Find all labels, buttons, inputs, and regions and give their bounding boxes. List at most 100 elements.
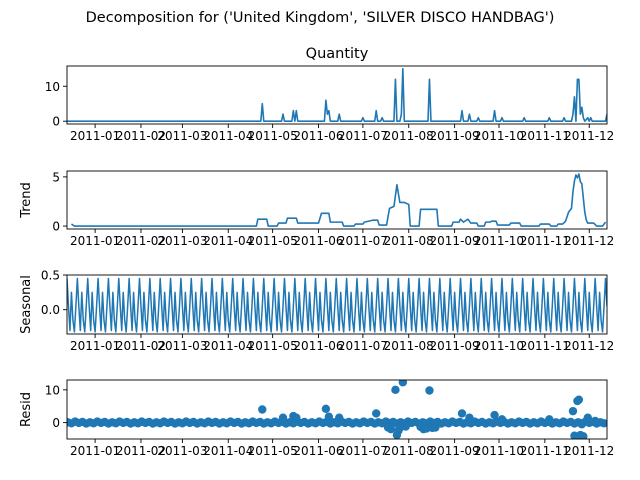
y-tick-label: 0 [52, 416, 60, 430]
x-tick-label: 2011-09 [430, 444, 480, 458]
x-tick-label: 2011-08 [384, 234, 434, 248]
x-tick-label: 2011-10 [474, 339, 524, 353]
x-tick-label: 2011-03 [157, 129, 207, 143]
panel-1: 0102011-012011-022011-032011-042011-0520… [45, 46, 615, 143]
x-tick-label: 2011-08 [384, 129, 434, 143]
resid-point [545, 415, 554, 424]
x-tick-label: 2011-10 [474, 129, 524, 143]
series-group [67, 277, 607, 333]
x-tick-label: 2011-07 [338, 339, 388, 353]
x-tick-label: 2011-07 [338, 444, 388, 458]
x-tick-label: 2011-05 [248, 339, 298, 353]
axes-frame [66, 170, 608, 230]
seasonal-line [67, 277, 607, 333]
x-tick-label: 2011-07 [338, 234, 388, 248]
resid-point [457, 409, 467, 418]
x-tick-label: 2011-09 [430, 129, 480, 143]
x-tick-label: 2011-04 [203, 129, 253, 143]
x-tick-label: 2011-02 [116, 129, 166, 143]
x-tick-label: 2011-11 [520, 339, 570, 353]
x-tick-label: 2011-04 [203, 444, 253, 458]
panel-4: 0102011-012011-022011-032011-042011-0520… [19, 379, 614, 458]
x-tick-label: 2011-04 [203, 339, 253, 353]
x-tick-label: 2011-02 [116, 444, 166, 458]
x-tick-label: 2011-01 [70, 129, 120, 143]
x-tick-label: 2011-10 [474, 444, 524, 458]
x-tick-label: 2011-03 [157, 339, 207, 353]
x-tick-label: 2011-11 [520, 444, 570, 458]
y-tick-label: 0.0 [41, 303, 60, 317]
x-tick-label: 2011-11 [520, 129, 570, 143]
resid-point [590, 416, 600, 426]
x-tick-label: 2011-12 [564, 339, 614, 353]
panel-2: 052011-012011-022011-032011-042011-05201… [19, 170, 614, 248]
x-tick-label: 2011-11 [520, 234, 570, 248]
resid-point [579, 432, 588, 439]
resid-point [577, 420, 587, 429]
x-tick-label: 2011-07 [338, 129, 388, 143]
x-tick-label: 2011-01 [70, 444, 120, 458]
y-tick-label: 0.5 [41, 269, 60, 283]
resid-point [372, 409, 381, 418]
resid-point [324, 412, 334, 421]
y-tick-label: 0 [52, 115, 60, 129]
y-tick-label: 5 [52, 170, 60, 184]
x-tick-label: 2011-10 [474, 234, 524, 248]
resid-point [574, 395, 584, 404]
resid-point [292, 413, 301, 422]
resid-point [398, 380, 408, 387]
x-tick-label: 2011-05 [248, 444, 298, 458]
x-tick-label: 2011-08 [384, 339, 434, 353]
resid-point [386, 424, 396, 434]
series-group [67, 380, 607, 439]
resid-point [335, 413, 344, 422]
x-tick-label: 2011-12 [564, 444, 614, 458]
x-tick-label: 2011-09 [430, 339, 480, 353]
x-tick-label: 2011-02 [116, 339, 166, 353]
resid-point [321, 404, 331, 414]
x-tick-label: 2011-01 [70, 234, 120, 248]
y-axis-label: Seasonal [19, 275, 34, 334]
x-tick-label: 2011-06 [293, 339, 343, 353]
resid-point [401, 422, 410, 431]
x-tick-label: 2011-04 [203, 234, 253, 248]
resid-point [391, 385, 400, 395]
x-tick-label: 2011-03 [157, 234, 207, 248]
series-group [67, 68, 607, 122]
y-tick-label: 10 [45, 80, 60, 94]
axes-frame [66, 65, 608, 125]
resid-point [431, 423, 440, 432]
resid-point [278, 413, 288, 422]
resid-point [465, 413, 474, 422]
resid-point [425, 386, 434, 395]
x-tick-label: 2011-01 [70, 339, 120, 353]
x-tick-label: 2011-06 [293, 444, 343, 458]
resid-point [599, 419, 607, 428]
panel-title: Quantity [306, 46, 369, 62]
x-tick-label: 2011-12 [564, 234, 614, 248]
resid-point [497, 415, 507, 424]
x-tick-label: 2011-06 [293, 129, 343, 143]
axes-frame [66, 379, 608, 440]
x-tick-label: 2011-05 [248, 234, 298, 248]
resid-point [490, 410, 499, 420]
x-tick-label: 2011-06 [293, 234, 343, 248]
resid-point [568, 406, 578, 416]
series-group [70, 173, 607, 227]
x-tick-label: 2011-05 [248, 129, 298, 143]
x-tick-label: 2011-09 [430, 234, 480, 248]
series-line [67, 68, 607, 122]
y-axis-label: Resid [19, 392, 34, 427]
panel-3: 0.00.52011-012011-022011-032011-042011-0… [19, 269, 614, 354]
x-tick-label: 2011-03 [157, 444, 207, 458]
y-axis-label: Trend [19, 182, 34, 219]
x-tick-label: 2011-08 [384, 444, 434, 458]
figure-suptitle: Decomposition for ('United Kingdom', 'SI… [86, 10, 555, 26]
resid-point [583, 413, 592, 422]
y-tick-label: 0 [52, 220, 60, 234]
axes-frame [66, 274, 608, 335]
y-tick-label: 10 [45, 383, 60, 397]
resid-point [258, 405, 267, 414]
x-tick-label: 2011-02 [116, 234, 166, 248]
